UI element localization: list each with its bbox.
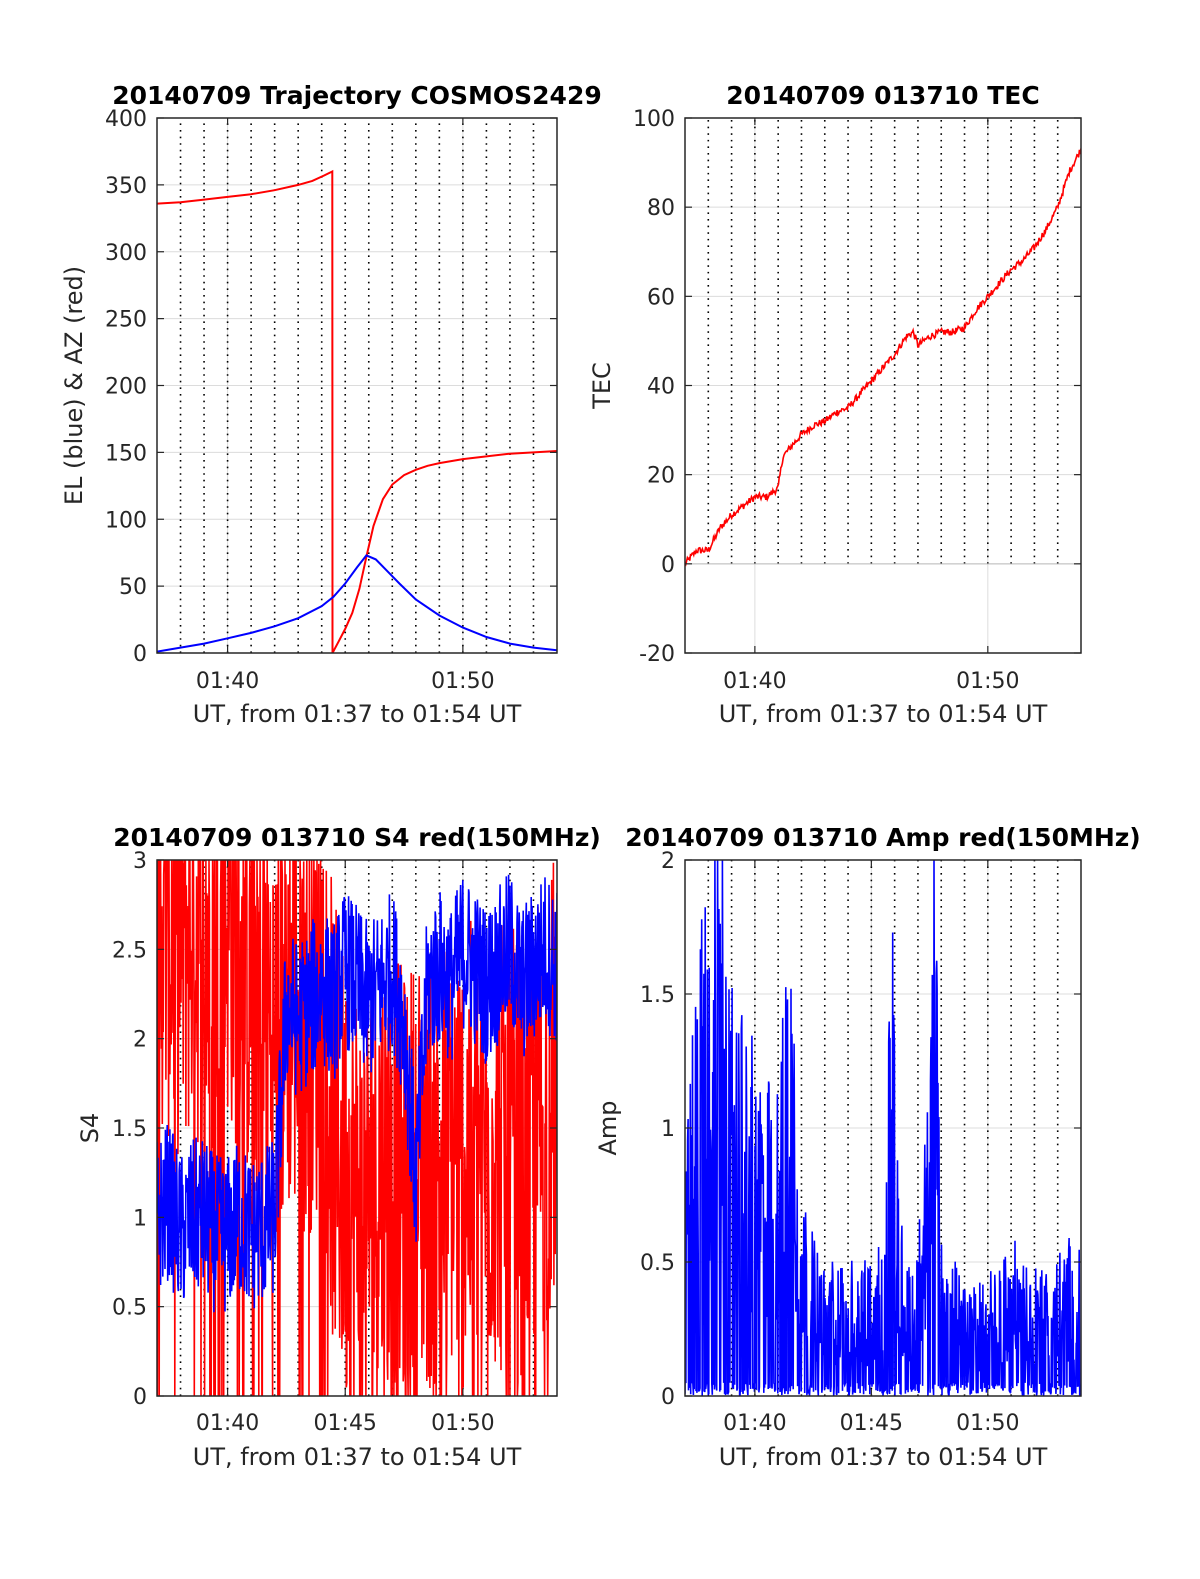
chart-title: 20140709 013710 Amp red(150MHz) — [625, 823, 1141, 852]
series-line-0 — [157, 169, 557, 653]
y-tick-label: 1 — [133, 1206, 147, 1231]
x-axis-label: UT, from 01:37 to 01:54 UT — [719, 1443, 1048, 1471]
chart-title: 20140709 Trajectory COSMOS2429 — [112, 81, 602, 110]
x-tick-label: 01:45 — [840, 1411, 903, 1436]
y-tick-label: 2 — [661, 849, 675, 874]
chart-trajectory: 0 50 100 150 200 250 300 350 400 01:40 01:50 201407… — [60, 81, 602, 728]
x-axis-label: UT, from 01:37 to 01:54 UT — [719, 700, 1048, 728]
y-tick-label: 0.5 — [112, 1296, 147, 1321]
series-line-0 — [685, 148, 1081, 567]
y-tick-label: 0 — [133, 642, 147, 667]
y-tick-label: 2.5 — [112, 938, 147, 963]
series-line-1 — [157, 874, 557, 1313]
y-tick-label: 0 — [661, 553, 675, 578]
y-tick-label: 0 — [133, 1385, 147, 1410]
y-tick-label: 50 — [119, 575, 147, 600]
y-tick-label: 1 — [661, 1117, 675, 1142]
y-axis-label: EL (blue) & AZ (red) — [60, 266, 88, 505]
chart-s4: 0 0.5 1 1.5 2 2.5 3 01:40 01:45 01:50 20140709 013… — [76, 823, 601, 1471]
y-tick-label: 40 — [647, 375, 675, 400]
y-tick-label: -20 — [639, 642, 675, 667]
y-tick-label: 3 — [133, 849, 147, 874]
y-tick-label: 0 — [661, 1385, 675, 1410]
y-axis-label: Amp — [594, 1100, 622, 1155]
x-tick-label: 01:40 — [196, 669, 259, 694]
y-tick-label: 20 — [647, 464, 675, 489]
y-axis-label: TEC — [588, 362, 616, 410]
x-tick-label: 01:50 — [956, 669, 1019, 694]
x-axis-label: UT, from 01:37 to 01:54 UT — [193, 700, 522, 728]
x-tick-label: 01:40 — [723, 1411, 786, 1436]
x-tick-label: 01:45 — [314, 1411, 377, 1436]
y-tick-label: 300 — [105, 241, 147, 266]
chart-tec: -20 0 20 40 60 80 100 01:40 01:50 20140709 013710… — [588, 81, 1082, 728]
x-axis-label: UT, from 01:37 to 01:54 UT — [193, 1443, 522, 1471]
chart-title: 20140709 013710 TEC — [726, 81, 1039, 110]
series-line-0 — [157, 860, 557, 1396]
y-tick-label: 2 — [133, 1028, 147, 1053]
y-tick-label: 250 — [105, 308, 147, 333]
y-tick-label: 200 — [105, 375, 147, 400]
y-tick-label: 0.5 — [640, 1251, 675, 1276]
y-tick-label: 60 — [647, 285, 675, 310]
series-line-1 — [157, 554, 557, 653]
y-tick-label: 400 — [105, 107, 147, 132]
y-tick-label: 80 — [647, 196, 675, 221]
x-tick-label: 01:50 — [431, 669, 494, 694]
y-tick-label: 150 — [105, 441, 147, 466]
x-tick-label: 01:40 — [723, 669, 786, 694]
x-tick-label: 01:50 — [956, 1411, 1019, 1436]
y-tick-label: 1.5 — [112, 1117, 147, 1142]
chart-amp: 0 0.5 1 1.5 2 01:40 01:45 01:50 20140709 013710 … — [594, 823, 1141, 1471]
y-tick-label: 1.5 — [640, 983, 675, 1008]
y-tick-label: 100 — [105, 508, 147, 533]
x-tick-label: 01:50 — [431, 1411, 494, 1436]
x-tick-label: 01:40 — [196, 1411, 259, 1436]
y-axis-label: S4 — [76, 1113, 104, 1144]
chart-title: 20140709 013710 S4 red(150MHz) — [113, 823, 601, 852]
y-tick-label: 350 — [105, 174, 147, 199]
y-tick-label: 100 — [633, 107, 675, 132]
